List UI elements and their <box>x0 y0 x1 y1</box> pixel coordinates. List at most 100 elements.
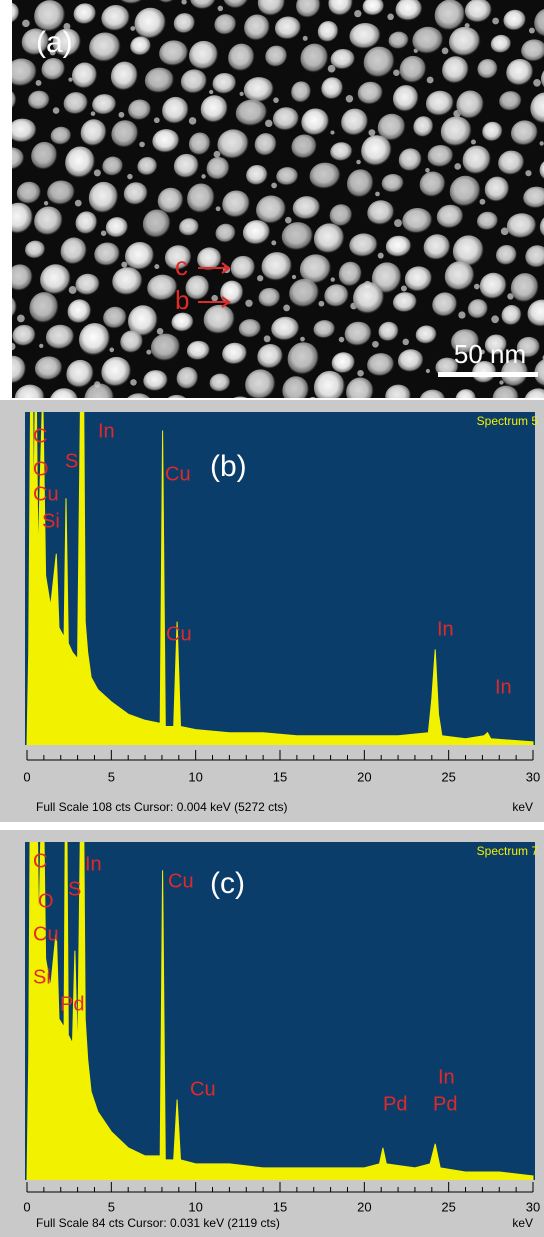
small-particle <box>154 117 160 123</box>
nanoparticle <box>478 59 499 80</box>
nanoparticle <box>207 157 230 181</box>
peak-label: O <box>38 890 54 912</box>
small-particle <box>209 90 213 94</box>
nanoparticle <box>31 142 58 171</box>
nanoparticle <box>222 343 247 366</box>
nanoparticle <box>135 8 167 40</box>
nanoparticle <box>345 322 372 347</box>
nanoparticle <box>456 91 484 120</box>
x-tick-label: 20 <box>357 769 371 784</box>
nanoparticle <box>103 307 127 330</box>
nanoparticle <box>300 44 328 74</box>
nanoparticle <box>507 213 537 239</box>
nanoparticle <box>441 116 472 147</box>
small-particle <box>130 379 137 386</box>
small-particle <box>292 275 296 279</box>
nanoparticle <box>367 200 394 226</box>
small-particle <box>271 240 276 245</box>
nanoparticle <box>496 245 517 266</box>
nanoparticle <box>151 334 181 362</box>
nanoparticle <box>386 236 412 258</box>
nanoparticle <box>259 288 281 308</box>
nanoparticle <box>256 196 286 225</box>
small-particle <box>339 337 345 343</box>
nanoparticle <box>310 163 341 190</box>
small-particle <box>139 142 145 148</box>
small-particle <box>357 370 364 377</box>
small-particle <box>285 217 292 224</box>
nanoparticle <box>321 77 343 100</box>
small-particle <box>211 295 218 302</box>
small-particle <box>375 192 380 197</box>
marker-label: c <box>175 251 188 281</box>
nanoparticle <box>172 313 194 333</box>
nanoparticle <box>216 224 236 243</box>
nanoparticle <box>400 56 427 84</box>
nanoparticle <box>330 204 353 227</box>
small-particle <box>492 18 499 25</box>
nanoparticle <box>65 147 95 180</box>
nanoparticle <box>289 279 319 309</box>
small-particle <box>218 6 223 11</box>
nanoparticle <box>61 238 88 266</box>
small-particle <box>356 160 361 165</box>
nanoparticle <box>120 330 143 353</box>
nanoparticle <box>349 233 378 257</box>
nanoparticle <box>201 95 228 123</box>
small-particle <box>283 305 290 312</box>
nanoparticle <box>239 319 262 338</box>
nanoparticle <box>159 40 188 67</box>
nanoparticle <box>402 208 433 234</box>
nanoparticle <box>187 183 215 214</box>
nanoparticle <box>324 284 349 308</box>
nanoparticle <box>450 176 481 208</box>
nanoparticle <box>255 133 277 157</box>
nanoparticle <box>64 92 89 115</box>
nanoparticle <box>382 174 404 193</box>
nanoparticle <box>89 32 121 63</box>
nanoparticle <box>361 135 392 167</box>
small-particle <box>387 13 394 20</box>
small-particle <box>127 174 132 179</box>
nanoparticle <box>405 266 433 292</box>
small-particle <box>75 200 82 207</box>
nanoparticle <box>187 341 210 361</box>
nanoparticle <box>189 41 219 71</box>
small-particle <box>491 315 499 323</box>
small-particle <box>540 141 544 145</box>
figure: (a) c b 50 nm Spectrum 5(b)COCuSiSInCuCu… <box>0 0 544 1237</box>
nanoparticle <box>137 157 157 176</box>
nanoparticle <box>72 63 98 90</box>
nanoparticle <box>143 210 171 240</box>
nanoparticle <box>379 322 399 342</box>
nanoparticle <box>204 305 236 335</box>
nanoparticle <box>442 56 469 84</box>
peak-label: S <box>68 878 81 900</box>
x-tick-label: 25 <box>441 1199 455 1214</box>
x-tick-label: 30 <box>526 1199 540 1214</box>
nanoparticle <box>271 317 300 342</box>
small-particle <box>91 111 96 116</box>
peak-label: Cu <box>166 623 192 645</box>
nanoparticle <box>485 177 510 203</box>
small-particle <box>319 301 325 307</box>
nanoparticle <box>89 182 119 214</box>
nanoparticle <box>128 99 151 121</box>
x-tick-label: 0 <box>23 769 30 784</box>
nanoparticle <box>228 44 255 73</box>
small-particle <box>22 20 30 28</box>
peak-label: S <box>65 450 78 472</box>
x-tick-label: 20 <box>357 1199 371 1214</box>
nanoparticle <box>265 46 287 68</box>
small-particle <box>454 163 461 170</box>
nanoparticle <box>42 58 66 81</box>
nanoparticle <box>213 73 237 95</box>
nanoparticle <box>491 35 512 54</box>
nanoparticle <box>243 220 271 245</box>
small-particle <box>189 117 196 124</box>
nanoparticle <box>94 242 120 266</box>
nanoparticle <box>331 49 356 70</box>
nanoparticle <box>130 37 151 57</box>
nanoparticle <box>482 122 503 142</box>
nanoparticle <box>231 256 256 281</box>
